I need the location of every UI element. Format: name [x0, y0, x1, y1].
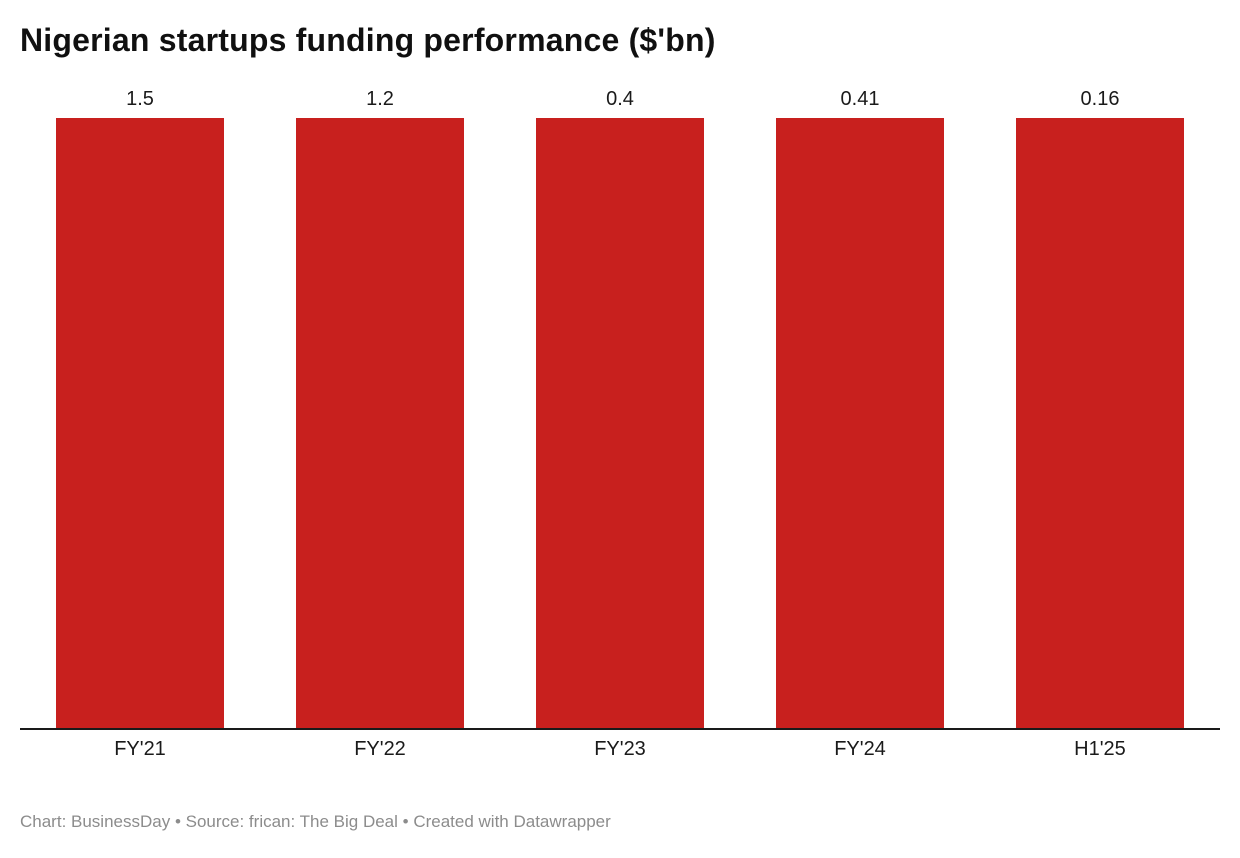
bar-value-label: 0.4 — [606, 88, 634, 110]
bar-group: 1.5 — [20, 88, 260, 728]
bar-value-label: 0.16 — [1080, 88, 1120, 110]
bar-value-label: 1.2 — [366, 88, 394, 110]
x-axis-line — [20, 728, 1220, 730]
bar-chart-plot-area: 1.5 1.2 0.4 0.41 0.16 — [20, 88, 1220, 728]
chart-title: Nigerian startups funding performance ($… — [20, 22, 716, 58]
bar — [296, 118, 464, 728]
x-axis-tick-label: H1'25 — [1074, 738, 1126, 760]
bar — [536, 118, 704, 728]
x-axis-tick-label: FY'21 — [114, 738, 166, 760]
x-axis-tick-label: FY'22 — [354, 738, 406, 760]
bar-value-label: 1.5 — [126, 88, 154, 110]
bar — [1016, 118, 1184, 728]
bar-group: 0.4 — [500, 88, 740, 728]
x-axis-category-labels: FY'21 FY'22 FY'23 FY'24 H1'25 — [20, 738, 1220, 761]
bar-group: 0.16 — [980, 88, 1220, 728]
bar-group: 1.2 — [260, 88, 500, 728]
bar-value-label: 0.41 — [840, 88, 880, 110]
bar-group: 0.41 — [740, 88, 980, 728]
x-axis-tick-label: FY'23 — [594, 738, 646, 760]
x-axis-tick-label: FY'24 — [834, 738, 886, 760]
bar — [776, 118, 944, 728]
chart-footer-attribution: Chart: BusinessDay • Source: frican: The… — [20, 812, 611, 831]
bar — [56, 118, 224, 728]
